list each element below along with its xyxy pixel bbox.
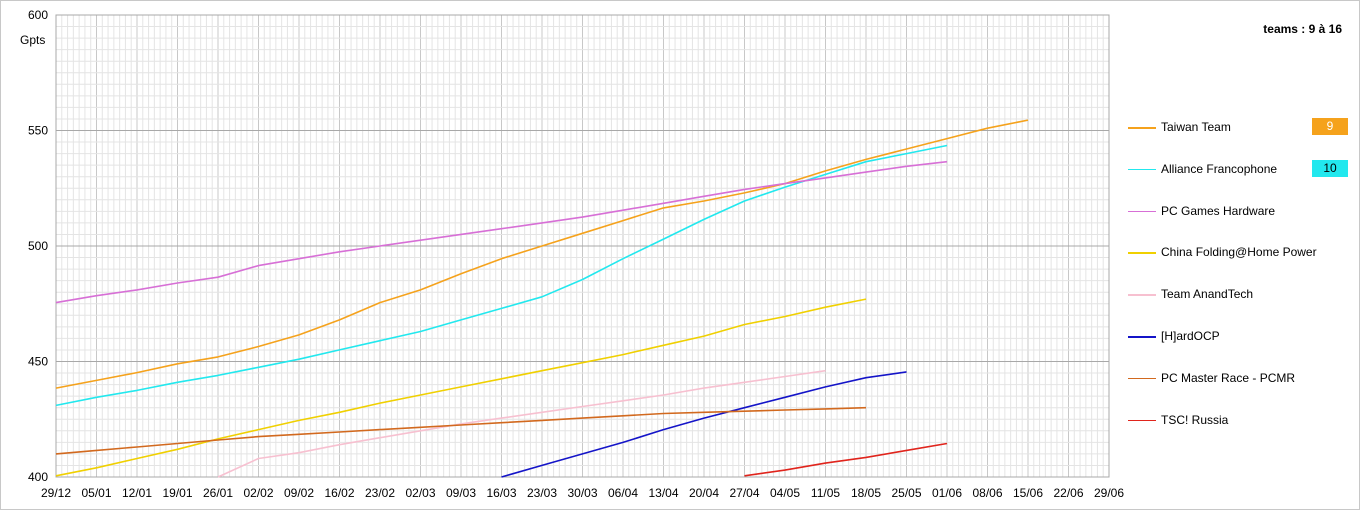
x-tick-label: 26/01	[203, 486, 233, 500]
legend-label: China Folding@Home Power	[1161, 245, 1317, 260]
x-tick-label: 09/03	[446, 486, 476, 500]
series-line	[55, 144, 948, 407]
series-line	[55, 119, 1029, 389]
x-tick-label: 27/04	[729, 486, 759, 500]
y-tick-label: 450	[28, 355, 48, 369]
x-tick-label: 19/01	[162, 486, 192, 500]
legend-swatch	[1128, 419, 1156, 422]
y-tick-label: 600	[28, 8, 48, 22]
x-tick-label: 16/02	[324, 486, 354, 500]
legend-swatch	[1128, 127, 1156, 129]
y-axis-unit: Gpts	[20, 33, 46, 47]
legend: Taiwan Team 9 Alliance Francophone 10 PC Gam…	[1128, 0, 1360, 510]
x-tick-label: 13/04	[648, 486, 678, 500]
legend-label: Alliance Francophone	[1161, 161, 1278, 176]
x-tick-label: 18/05	[851, 486, 881, 500]
x-tick-label: 02/02	[243, 486, 273, 500]
series-line	[55, 406, 867, 455]
rank-badge: 9	[1312, 118, 1348, 135]
x-tick-label: 11/05	[811, 486, 840, 500]
x-tick-label: 25/05	[891, 486, 921, 500]
legend-label: [H]ardOCP	[1161, 329, 1220, 343]
x-tick-label: 30/03	[567, 486, 597, 500]
plot-area	[55, 14, 1110, 478]
legend-swatch	[1128, 252, 1156, 254]
legend-label: Team AnandTech	[1161, 287, 1254, 302]
legend-swatch	[1128, 336, 1156, 338]
legend-swatch	[1128, 168, 1156, 171]
legend-swatch	[1128, 377, 1156, 380]
x-tick-label: 16/03	[486, 486, 516, 500]
x-tick-label: 15/06	[1013, 486, 1043, 500]
y-tick-label: 400	[28, 470, 48, 484]
y-tick-label: 500	[28, 239, 48, 253]
x-tick-label: 23/03	[527, 486, 557, 500]
series-line	[55, 298, 867, 477]
legend-swatch	[1128, 294, 1156, 296]
x-tick-label: 08/06	[972, 486, 1002, 500]
legend-label: Taiwan Team	[1161, 120, 1231, 134]
series-line	[744, 442, 948, 477]
series-line	[501, 371, 907, 478]
legend-label: PC Games Hardware	[1161, 203, 1276, 218]
legend-swatch	[1128, 210, 1156, 213]
rank-badge: 10	[1312, 159, 1348, 177]
x-tick-label: 29/12	[41, 486, 71, 500]
x-tick-label: 06/04	[608, 486, 638, 500]
y-tick-label: 550	[28, 124, 48, 138]
teams-range-label: teams : 9 à 16	[1263, 22, 1342, 36]
x-tick-label: 29/06	[1094, 486, 1124, 500]
x-tick-label: 02/03	[405, 486, 435, 500]
x-tick-label: 20/04	[689, 486, 719, 500]
legend-label: PC Master Race - PCMR	[1161, 370, 1296, 385]
x-tick-label: 01/06	[932, 486, 962, 500]
legend-label: TSC! Russia	[1161, 412, 1229, 427]
x-tick-label: 12/01	[122, 486, 152, 500]
series-line	[55, 160, 948, 304]
x-tick-label: 04/05	[770, 486, 800, 500]
x-tick-label: 05/01	[81, 486, 111, 500]
series-line	[217, 369, 826, 478]
x-tick-label: 22/06	[1053, 486, 1083, 500]
x-tick-label: 09/02	[284, 486, 314, 500]
x-tick-label: 23/02	[365, 486, 395, 500]
